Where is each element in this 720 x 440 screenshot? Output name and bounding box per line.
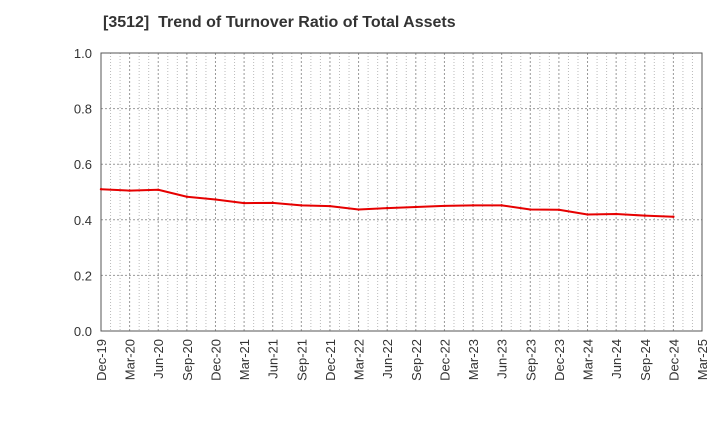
plot-frame — [100, 52, 703, 332]
data-point — [357, 208, 360, 211]
data-point — [443, 204, 446, 208]
x-tick-label: Mar-22 — [352, 339, 367, 380]
data-point — [529, 208, 532, 211]
y-tick-label: 1.0 — [74, 46, 92, 61]
x-tick-label: Dec-21 — [323, 339, 338, 381]
x-tick-label: Mar-20 — [123, 339, 138, 380]
data-point — [128, 189, 131, 192]
x-tick-label: Sep-20 — [180, 339, 195, 381]
data-point — [214, 198, 217, 201]
x-tick-label: Mar-24 — [581, 339, 596, 380]
x-tick-label: Dec-22 — [437, 339, 452, 381]
data-point — [414, 205, 418, 209]
data-point — [242, 201, 246, 205]
x-tick-label: Sep-22 — [409, 339, 424, 381]
x-tick-label: Mar-21 — [237, 339, 252, 380]
x-tick-label: Dec-24 — [666, 339, 681, 381]
data-point — [99, 188, 103, 191]
data-point — [500, 204, 503, 207]
data-point — [614, 212, 618, 216]
x-tick-label: Sep-21 — [294, 339, 309, 381]
data-point — [557, 208, 561, 211]
data-point — [586, 213, 589, 216]
y-tick-label: 0.2 — [74, 268, 92, 283]
x-tick-label: Dec-23 — [552, 339, 567, 381]
y-tick-label: 0.0 — [74, 324, 92, 339]
x-tick-label: Sep-24 — [638, 339, 653, 381]
x-tick-label: Jun-20 — [151, 339, 166, 379]
x-tick-label: Dec-20 — [208, 339, 223, 381]
x-tick-label: Jun-24 — [609, 339, 624, 379]
x-tick-label: Jun-22 — [380, 339, 395, 379]
data-point — [157, 188, 160, 191]
data-point — [643, 214, 646, 217]
y-tick-label: 0.6 — [74, 157, 92, 172]
data-point — [385, 206, 389, 210]
x-tick-label: Jun-21 — [266, 339, 281, 379]
x-tick-label: Mar-23 — [466, 339, 481, 380]
data-point — [271, 201, 274, 205]
x-tick-label: Sep-23 — [523, 339, 538, 381]
data-point — [328, 204, 332, 208]
y-tick-label: 0.8 — [74, 102, 92, 117]
x-tick-label: Mar-25 — [695, 339, 710, 380]
x-tick-label: Dec-19 — [94, 339, 109, 381]
chart-title: [3512] Trend of Turnover Ratio of Total … — [103, 14, 456, 31]
data-point — [672, 215, 675, 218]
data-point — [185, 195, 189, 198]
y-tick-label: 0.4 — [74, 213, 92, 228]
data-point — [471, 204, 475, 207]
x-tick-label: Jun-23 — [495, 339, 510, 379]
data-point — [300, 204, 303, 207]
